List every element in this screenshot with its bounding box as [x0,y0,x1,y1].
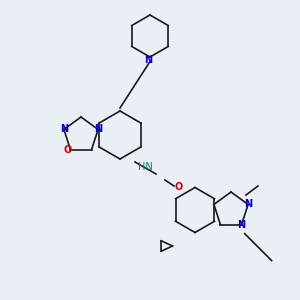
Text: O: O [63,145,71,154]
Text: N: N [94,124,102,134]
Text: N: N [60,124,68,134]
Text: N: N [238,220,246,230]
Text: N: N [244,200,252,209]
Text: HN: HN [138,161,153,172]
Text: N: N [144,55,153,65]
Text: O: O [174,182,183,193]
